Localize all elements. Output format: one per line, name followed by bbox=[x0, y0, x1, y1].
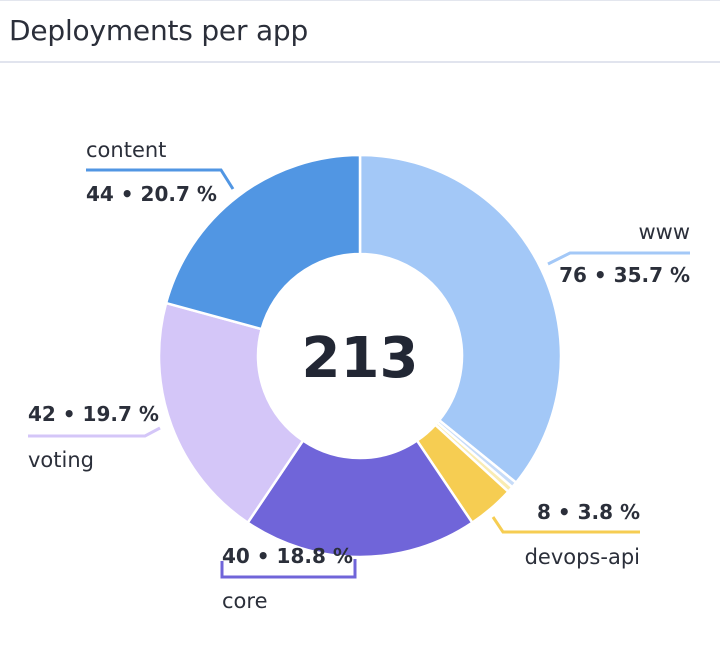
slice-value-voting: 42 • 19.7 % bbox=[28, 402, 159, 426]
slice-value-content: 44 • 20.7 % bbox=[86, 182, 217, 206]
donut-slice-www[interactable] bbox=[358, 153, 563, 484]
slice-value-devops-api: 8 • 3.8 % bbox=[537, 500, 640, 524]
leader-line-core bbox=[220, 559, 357, 579]
widget-header: Deployments per app bbox=[0, 1, 720, 63]
slice-label-content: content bbox=[86, 138, 166, 162]
slice-label-voting: voting bbox=[28, 448, 94, 472]
slice-label-core: core bbox=[222, 589, 268, 613]
donut-slice-voting[interactable] bbox=[157, 301, 305, 524]
slice-label-www: www bbox=[638, 220, 690, 244]
slice-value-www: 76 • 35.7 % bbox=[559, 263, 690, 287]
leader-line-devops-api bbox=[491, 516, 640, 534]
slice-value-core: 40 • 18.8 % bbox=[222, 544, 353, 568]
slice-label-devops-api: devops-api bbox=[525, 545, 640, 569]
leader-line-voting bbox=[28, 426, 161, 438]
leader-line-content bbox=[86, 168, 235, 190]
donut-slice-core[interactable] bbox=[246, 439, 474, 559]
donut-slices bbox=[157, 153, 563, 559]
leader-line-www bbox=[547, 251, 690, 266]
donut-slice-content[interactable] bbox=[164, 153, 362, 331]
center-total: 213 bbox=[302, 326, 419, 391]
widget-title: Deployments per app bbox=[9, 14, 309, 47]
